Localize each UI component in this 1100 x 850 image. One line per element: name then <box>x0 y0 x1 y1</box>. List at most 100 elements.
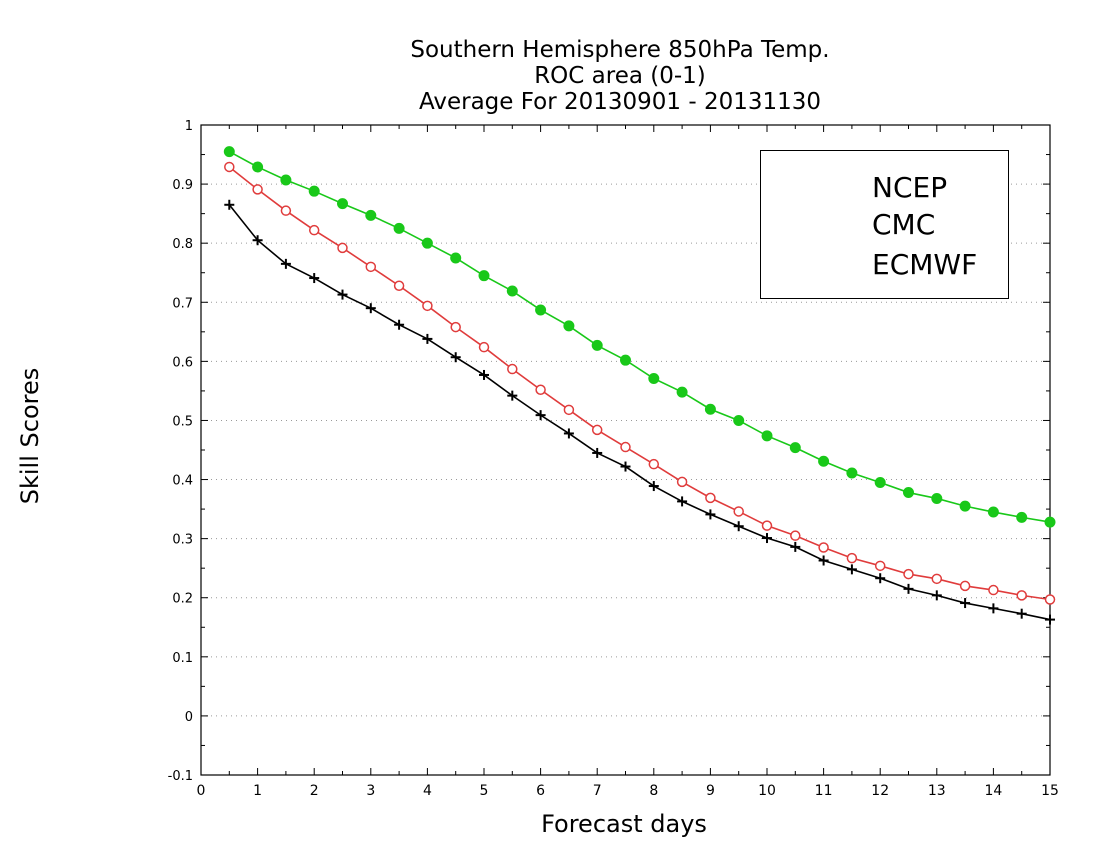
axes: -0.100.10.20.30.40.50.60.70.80.910 1 2 3 4 5 6… <box>168 119 1059 799</box>
data-point-ncep <box>1016 608 1027 619</box>
data-point-ecmwf <box>733 414 745 426</box>
data-point-cmc <box>365 261 377 273</box>
chart-title-line-1: Southern Hemisphere 850hPa Temp. <box>410 37 830 63</box>
data-point-cmc <box>761 520 773 531</box>
data-point-cmc <box>959 580 971 592</box>
data-point-ecmwf <box>337 198 348 210</box>
data-point-cmc <box>620 441 631 453</box>
data-point-ncep <box>280 258 291 269</box>
data-point-ncep <box>988 603 999 614</box>
legend-label-ncep: NCEP <box>872 171 948 204</box>
data-point-cmc <box>563 404 575 416</box>
x-tick-label: 3 <box>366 783 375 799</box>
data-point-ecmwf <box>535 304 547 316</box>
y-tick-label: 0.6 <box>172 355 193 370</box>
data-point-cmc <box>591 424 603 436</box>
y-tick-label: 0.7 <box>172 296 193 311</box>
data-point-cmc <box>648 458 660 470</box>
data-point-ncep <box>846 564 857 575</box>
y-tick-label: -0.1 <box>168 769 193 784</box>
y-tick-label: 0.8 <box>172 237 193 252</box>
x-tick-label: 10 <box>758 783 776 799</box>
legend-label-ecmwf: ECMWF <box>872 248 978 281</box>
y-tick-label: 0.9 <box>172 178 193 193</box>
data-point-cmc <box>846 552 858 564</box>
data-point-cmc <box>422 300 433 312</box>
x-tick-label: 13 <box>928 783 946 799</box>
series-layer <box>223 146 1056 625</box>
data-point-ecmwf <box>421 237 433 249</box>
data-point-cmc <box>676 476 688 488</box>
data-point-ncep <box>875 573 886 584</box>
data-point-ecmwf <box>818 455 830 467</box>
data-point-cmc <box>818 542 829 553</box>
data-point-cmc <box>733 506 744 517</box>
data-point-ecmwf <box>280 174 292 186</box>
data-point-ncep <box>252 235 263 246</box>
data-point-ncep <box>733 521 744 532</box>
data-point-ncep <box>535 410 546 421</box>
data-point-cmc <box>308 224 320 236</box>
data-point-ncep <box>620 461 631 472</box>
x-axis-label: Forecast days <box>541 810 707 838</box>
data-point-cmc <box>705 492 716 504</box>
data-point-ecmwf <box>478 270 490 282</box>
data-point-ecmwf <box>959 500 971 512</box>
chart-title-line-2: ROC area (0-1) <box>534 63 706 89</box>
series-line-ncep <box>228 204 1051 621</box>
data-point-cmc <box>931 573 943 585</box>
data-point-cmc <box>988 584 999 596</box>
data-point-ecmwf <box>676 386 688 398</box>
data-point-ncep <box>790 541 801 552</box>
y-tick-label: 0.3 <box>172 533 193 548</box>
data-point-ecmwf <box>450 252 462 264</box>
data-point-ecmwf <box>1016 511 1028 523</box>
x-tick-label: 2 <box>310 783 319 799</box>
data-point-ncep <box>224 199 235 210</box>
data-point-ncep <box>677 496 688 507</box>
data-point-cmc <box>337 242 348 254</box>
data-point-ncep <box>365 303 376 314</box>
data-point-ecmwf <box>931 492 943 504</box>
data-point-ecmwf <box>308 185 320 197</box>
data-point-ncep <box>762 533 772 544</box>
data-point-ncep <box>1045 614 1055 625</box>
data-point-cmc <box>252 184 263 195</box>
y-tick-label: 0.4 <box>172 474 193 489</box>
data-point-cmc <box>1044 594 1056 605</box>
x-tick-label: 14 <box>984 783 1002 799</box>
y-tick-label: 0.5 <box>172 414 193 429</box>
data-point-ncep <box>931 590 942 601</box>
legend-label-cmc: CMC <box>872 208 936 241</box>
data-point-ncep <box>818 555 829 566</box>
data-point-ecmwf <box>252 161 264 173</box>
data-point-ncep <box>450 352 461 363</box>
data-point-cmc <box>1016 590 1027 601</box>
data-point-ncep <box>479 369 489 380</box>
y-tick-label: 0 <box>185 710 193 725</box>
x-tick-label: 9 <box>706 783 715 799</box>
data-point-ecmwf <box>903 487 914 499</box>
data-point-ecmwf <box>874 477 886 488</box>
y-tick-label: 0.2 <box>172 592 193 607</box>
x-tick-label: 15 <box>1041 783 1059 799</box>
x-tick-label: 7 <box>593 783 602 799</box>
data-point-ecmwf <box>393 222 405 234</box>
data-point-ncep <box>705 509 716 520</box>
x-tick-label: 1 <box>253 783 262 799</box>
data-point-cmc <box>478 341 490 353</box>
data-point-cmc <box>903 568 914 580</box>
data-point-ecmwf <box>704 403 716 415</box>
x-tick-label: 11 <box>815 783 833 799</box>
data-point-ncep <box>309 273 320 284</box>
data-point-ecmwf <box>789 442 801 454</box>
data-point-ncep <box>960 598 971 609</box>
data-point-ecmwf <box>846 467 858 479</box>
data-point-ecmwf <box>563 320 575 332</box>
x-tick-label: 12 <box>871 783 889 799</box>
data-point-ncep <box>563 428 574 439</box>
data-point-ecmwf <box>365 209 377 221</box>
y-axis-label: Skill Scores <box>16 367 44 505</box>
data-point-ecmwf <box>1044 516 1056 528</box>
